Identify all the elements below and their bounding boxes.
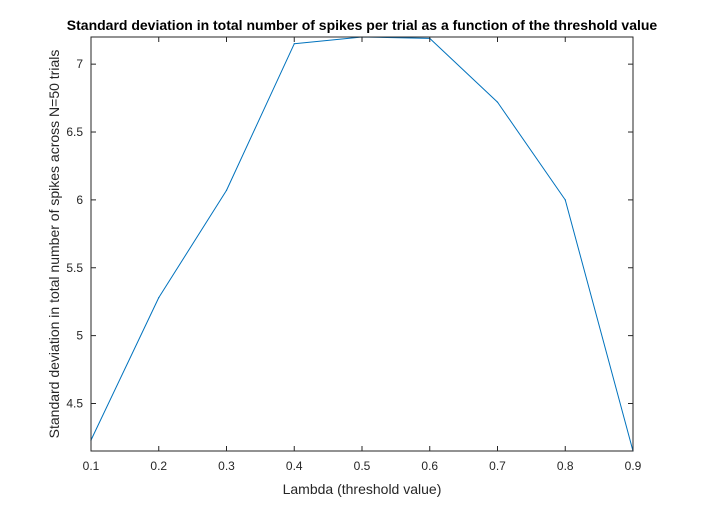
x-tick-label: 0.3	[218, 459, 235, 473]
data-point	[293, 43, 295, 45]
y-tick-label: 7	[76, 57, 83, 71]
x-tick-label: 0.9	[625, 459, 642, 473]
x-tick-label: 0.6	[421, 459, 438, 473]
y-tick-label: 5.5	[66, 261, 83, 275]
plot-area	[91, 37, 633, 451]
x-axis-label: Lambda (threshold value)	[283, 481, 442, 497]
data-point	[158, 297, 160, 299]
x-tick-label: 0.8	[557, 459, 574, 473]
x-tick-label: 0.4	[286, 459, 303, 473]
data-point	[564, 199, 566, 201]
ticks-layer: 0.1 0.2 0.3 0.4 0.5 0.6 0.7 0.8 0.9 4.5 5 5.5 6 6.5 7	[66, 37, 642, 473]
y-axis-label: Standard deviation in total number of sp…	[46, 50, 62, 439]
y-tick-label: 5	[76, 329, 83, 343]
x-tick-label: 0.2	[150, 459, 167, 473]
data-point	[225, 189, 228, 191]
y-tick-label: 6.5	[66, 125, 83, 139]
data-point	[496, 101, 499, 103]
x-tick-label: 0.7	[489, 459, 506, 473]
x-tick-label: 0.5	[354, 459, 371, 473]
y-tick-label: 6	[76, 193, 83, 207]
x-tick-label: 0.1	[83, 459, 100, 473]
y-tick-label: 4.5	[66, 396, 83, 410]
chart-title: Standard deviation in total number of sp…	[67, 17, 658, 33]
